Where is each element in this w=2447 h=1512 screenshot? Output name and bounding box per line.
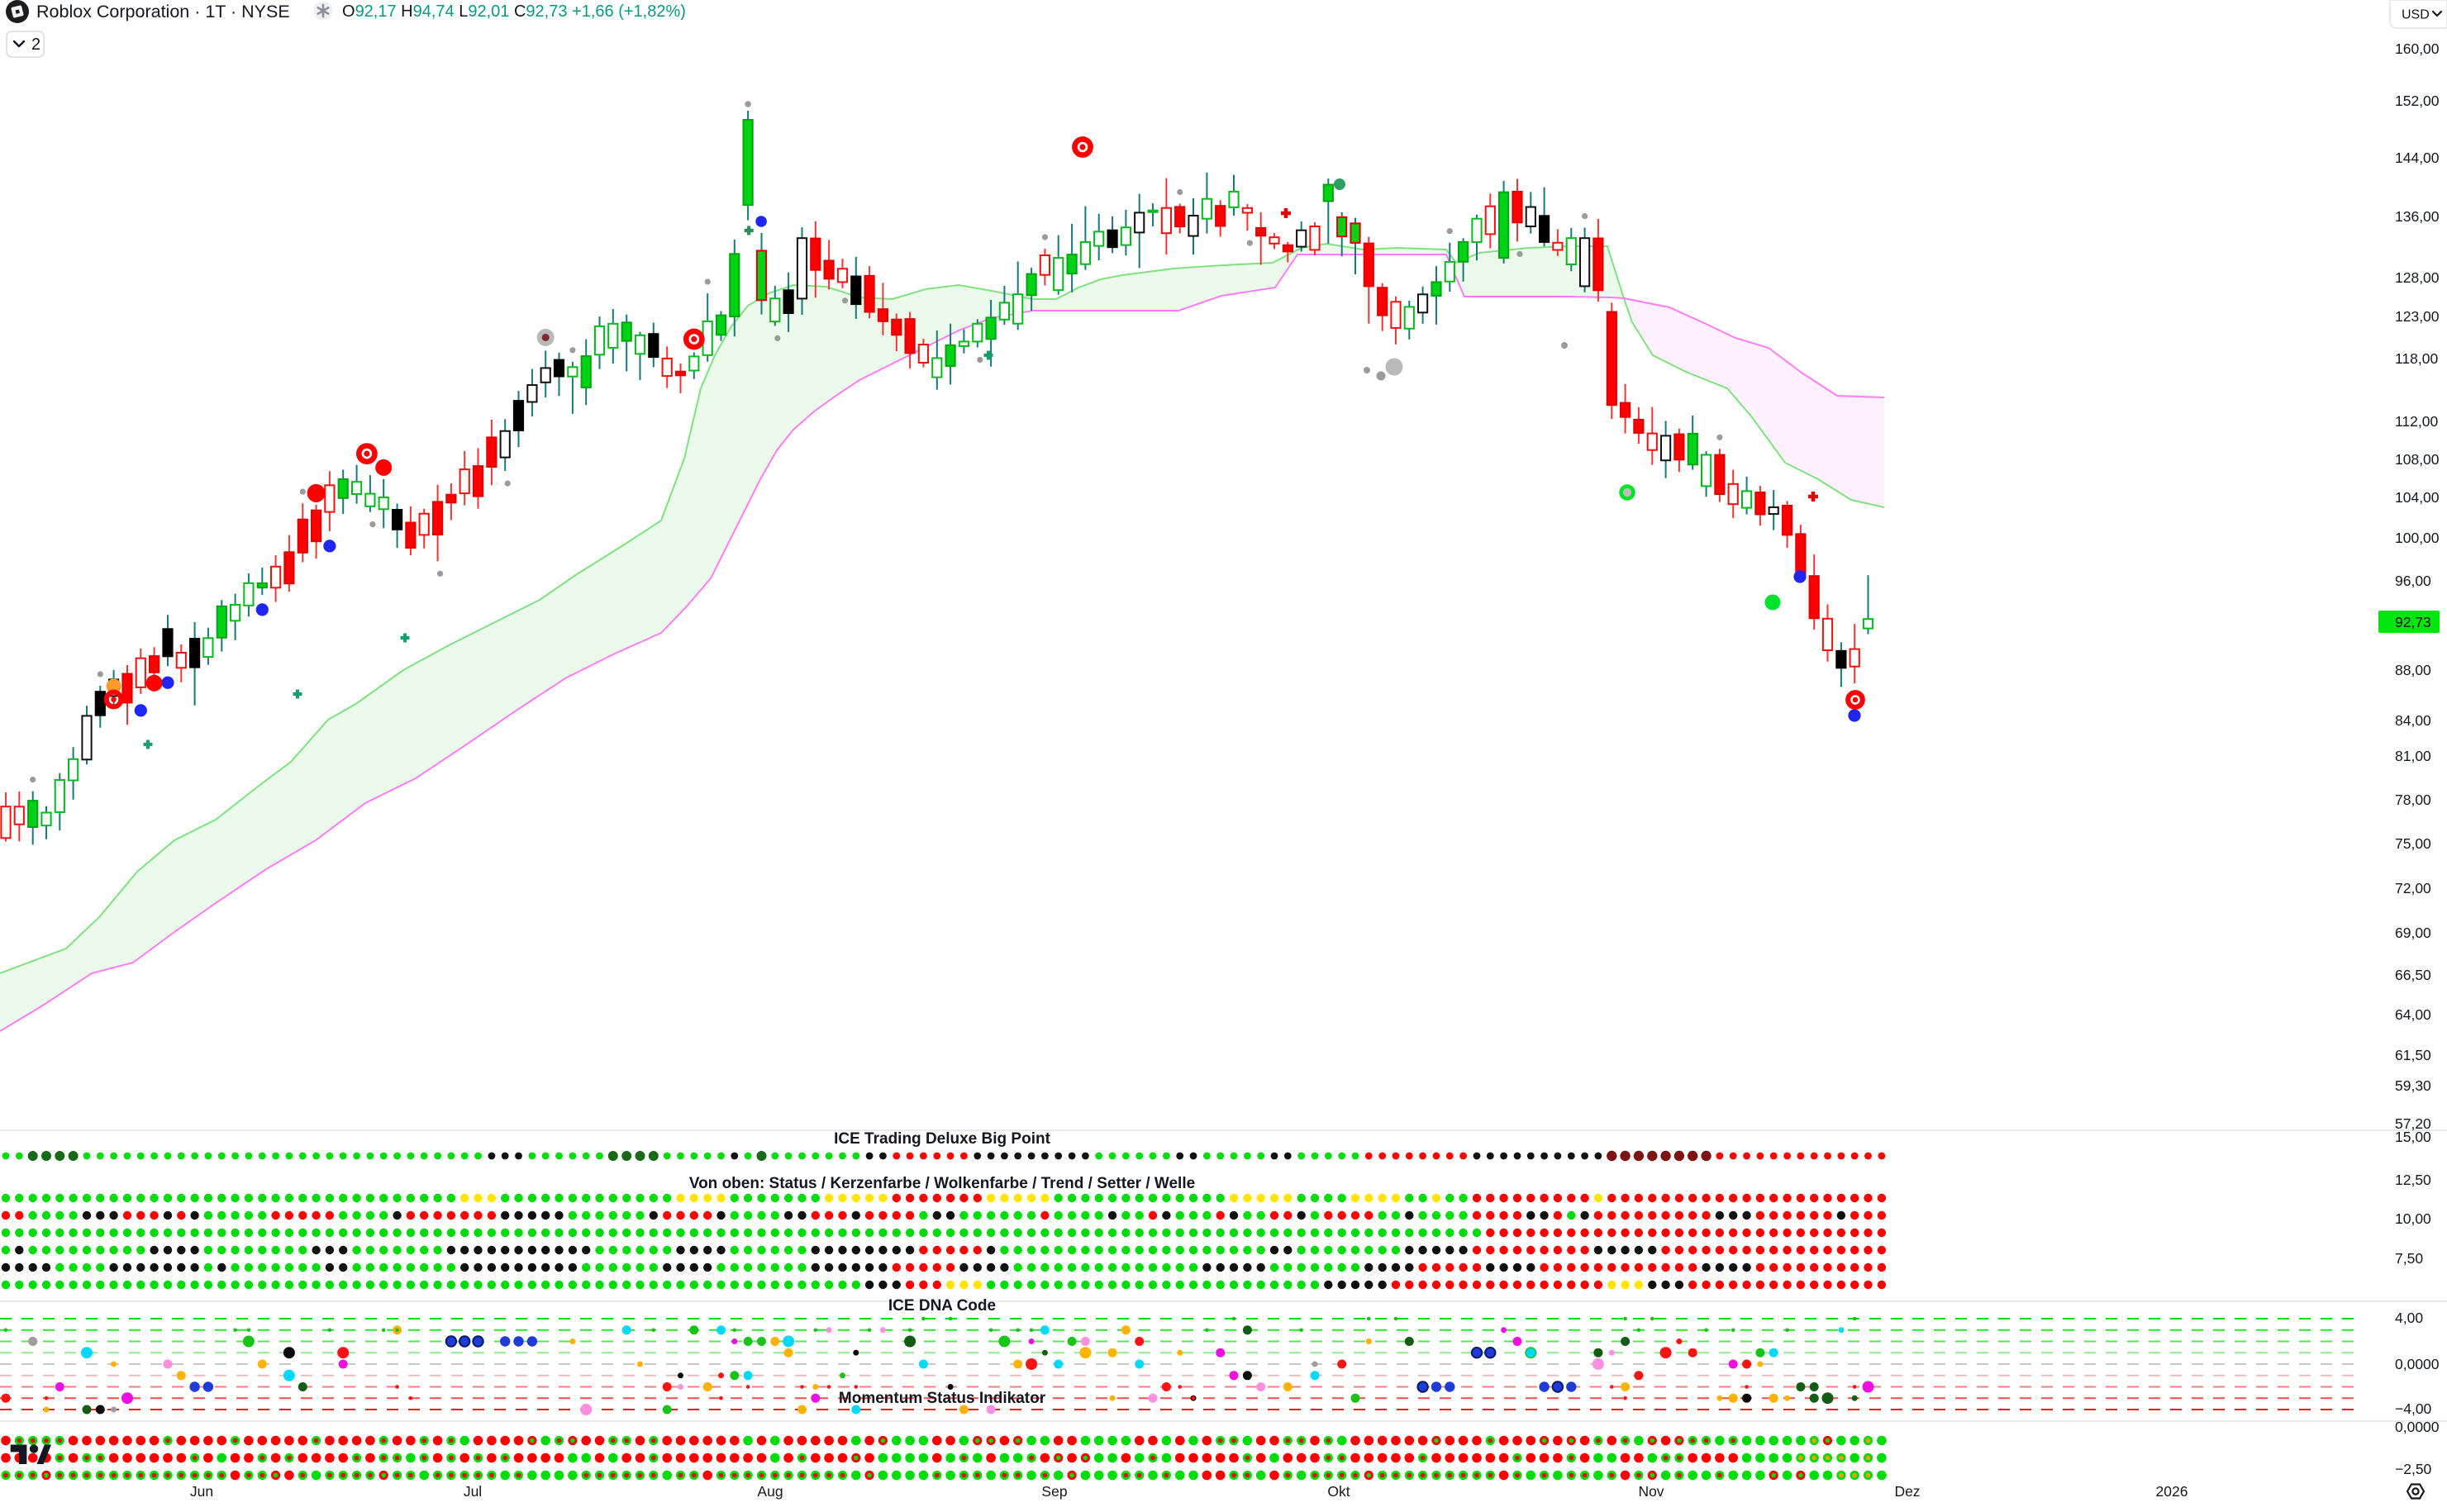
svg-text:10,00: 10,00: [2395, 1210, 2431, 1227]
svg-text:112,00: 112,00: [2395, 413, 2438, 430]
svg-text:4,00: 4,00: [2395, 1310, 2423, 1326]
svg-text:64,00: 64,00: [2395, 1006, 2431, 1023]
svg-text:104,00: 104,00: [2395, 489, 2440, 506]
svg-text:118,00: 118,00: [2395, 350, 2438, 367]
svg-text:108,00: 108,00: [2395, 451, 2440, 468]
svg-text:59,30: 59,30: [2395, 1077, 2431, 1094]
svg-text:Momentum Status Indikator: Momentum Status Indikator: [839, 1390, 1046, 1407]
svg-text:92,73: 92,73: [2395, 614, 2431, 630]
svg-text:144,00: 144,00: [2395, 150, 2440, 166]
svg-text:69,00: 69,00: [2395, 925, 2431, 941]
svg-text:72,00: 72,00: [2395, 880, 2431, 896]
svg-text:84,00: 84,00: [2395, 712, 2431, 729]
svg-text:Okt: Okt: [1327, 1483, 1350, 1500]
svg-text:USD: USD: [2402, 8, 2430, 22]
svg-text:15,00: 15,00: [2395, 1129, 2431, 1145]
svg-text:Nov: Nov: [1638, 1483, 1664, 1500]
svg-text:Jul: Jul: [464, 1483, 482, 1500]
svg-text:66,50: 66,50: [2395, 967, 2431, 983]
svg-text:123,00: 123,00: [2395, 308, 2440, 325]
svg-text:96,00: 96,00: [2395, 573, 2431, 589]
svg-text:152,00: 152,00: [2395, 93, 2440, 109]
svg-text:ICE Trading Deluxe Big Point: ICE Trading Deluxe Big Point: [834, 1130, 1050, 1148]
svg-text:128,00: 128,00: [2395, 269, 2440, 286]
svg-text:Sep: Sep: [1041, 1483, 1067, 1500]
svg-text:100,00: 100,00: [2395, 530, 2440, 546]
svg-text:Von oben: Status / Kerzenfarbe: Von oben: Status / Kerzenfarbe / Wolkenf…: [689, 1175, 1195, 1192]
svg-text:136,00: 136,00: [2395, 208, 2440, 225]
svg-text:0,0000: 0,0000: [2395, 1419, 2440, 1435]
svg-text:−2,50: −2,50: [2395, 1461, 2432, 1477]
svg-text:Aug: Aug: [757, 1483, 783, 1500]
svg-text:Dez: Dez: [1894, 1483, 1920, 1500]
svg-text:160,00: 160,00: [2395, 40, 2440, 57]
svg-text:−4,00: −4,00: [2395, 1400, 2432, 1417]
svg-text:2026: 2026: [2156, 1483, 2188, 1500]
svg-text:ICE DNA Code: ICE DNA Code: [888, 1297, 996, 1315]
svg-text:75,00: 75,00: [2395, 835, 2431, 852]
svg-text:Jun: Jun: [190, 1483, 213, 1500]
svg-text:7,50: 7,50: [2395, 1250, 2423, 1267]
svg-text:2: 2: [31, 36, 40, 54]
svg-text:Roblox Corporation · 1T · NYSE: Roblox Corporation · 1T · NYSE: [36, 2, 290, 21]
svg-text:61,50: 61,50: [2395, 1047, 2431, 1063]
svg-text:0,0000: 0,0000: [2395, 1356, 2440, 1372]
svg-text:O92,17 H94,74 L92,01 C92,73 +1: O92,17 H94,74 L92,01 C92,73 +1,66 (+1,82…: [342, 2, 686, 21]
svg-text:57,20: 57,20: [2395, 1115, 2431, 1132]
svg-text:78,00: 78,00: [2395, 792, 2431, 808]
svg-text:12,50: 12,50: [2395, 1172, 2431, 1188]
svg-text:81,00: 81,00: [2395, 748, 2431, 764]
svg-text:88,00: 88,00: [2395, 662, 2431, 678]
